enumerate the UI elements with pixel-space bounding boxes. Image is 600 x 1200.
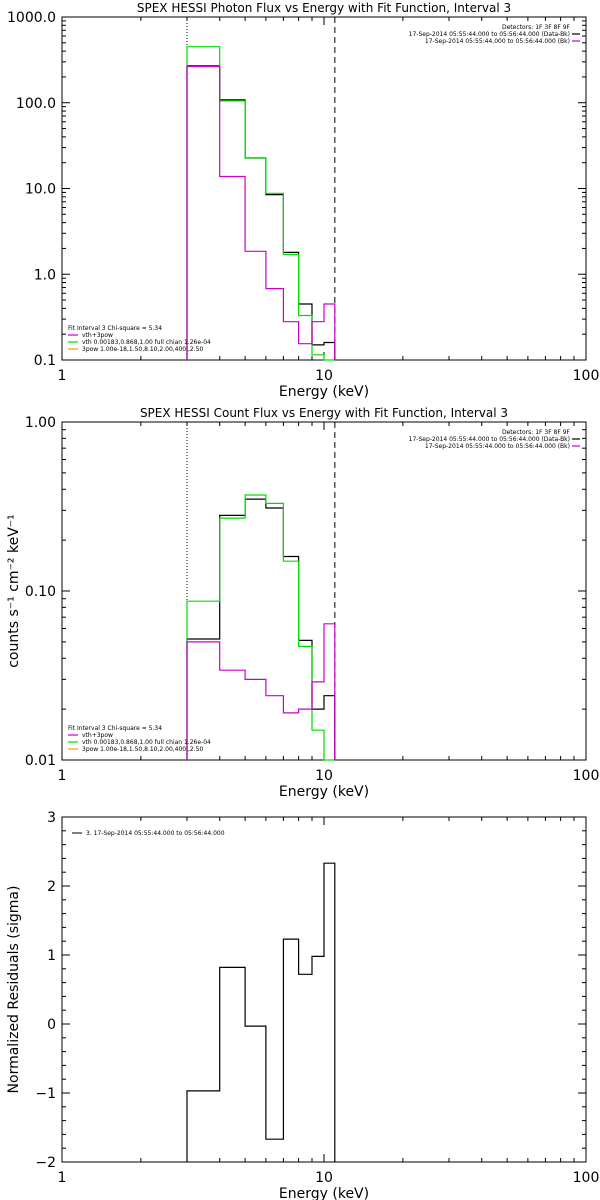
legend-entry: 17-Sep-2014 05:55:44.000 to 05:56:44.000… [425, 38, 570, 45]
fit-legend-entry: 3pow 1.00e-18,1.50,8.10,2.00,400.,2.50 [82, 346, 203, 353]
series-fit-line [186, 46, 335, 361]
x-axis-label: Energy (keV) [279, 384, 369, 400]
x-axis: 1 10 100 [58, 422, 600, 784]
y-axis-label: counts s⁻¹ cm⁻² keV⁻¹ [6, 514, 22, 668]
fit-legend-entry: 3pow 1.00e-18,1.50,8.10,2.00,400.,2.50 [82, 746, 203, 753]
y-tick-label: 1000.0 [7, 10, 56, 26]
x-tick-label: 1 [58, 1170, 67, 1186]
series-bk-line [186, 623, 336, 760]
legend-fit: Fit Interval 3 Chi-square = 5.34vth+3pow… [68, 725, 211, 753]
y-axis: 0.01 0.10 1.00 [25, 415, 586, 769]
fit-legend-header: Fit Interval 3 Chi-square = 5.34 [68, 725, 162, 732]
chart-panel-1: SPEX HESSI Photon Flux vs Energy with Fi… [7, 1, 599, 400]
y-tick-label: 0.01 [25, 753, 56, 769]
chart-panel-3: 1 10 100 −2 −1 0 1 2 3 Energy (keV) Normalized Res… [6, 810, 599, 1200]
y-tick-label: −1 [35, 1086, 56, 1102]
series-data-line [186, 65, 336, 360]
x-tick-label: 1 [58, 768, 67, 784]
y-tick-label: 10.0 [25, 182, 56, 198]
x-tick-label: 10 [315, 768, 333, 784]
legend-entry: 17-Sep-2014 05:55:44.000 to 05:56:44.000… [425, 443, 570, 450]
fit-legend-header: Fit Interval 3 Chi-square = 5.34 [68, 325, 162, 332]
x-tick-label: 1 [58, 368, 67, 384]
y-tick-label: −2 [35, 1155, 56, 1171]
y-tick-label: 0.1 [34, 353, 56, 369]
y-tick-label: 3 [47, 810, 56, 826]
legend-top: 3. 17-Sep-2014 05:55:44.000 to 05:56:44.… [72, 830, 225, 837]
series-bk-line [186, 65, 336, 360]
y-tick-label: 1.0 [34, 267, 56, 283]
legend-entry: 3. 17-Sep-2014 05:55:44.000 to 05:56:44.… [86, 830, 225, 837]
x-tick-label: 100 [573, 768, 600, 784]
series-residuals-line [186, 862, 336, 1162]
y-axis: −2 −1 0 1 2 3 [35, 810, 586, 1171]
y-tick-label: 1.00 [25, 415, 56, 431]
fit-legend-entry: vth+3pow [82, 332, 113, 339]
legend-entry: 17-Sep-2014 05:55:44.000 to 05:56:44.000… [409, 436, 570, 443]
y-tick-label: 2 [47, 879, 56, 895]
legend-fit: Fit Interval 3 Chi-square = 5.34vth+3pow… [68, 325, 211, 353]
x-axis: 1 10 100 [58, 817, 600, 1186]
fit-legend-entry: vth 0.00183,0.868,1.00 full chian 1.26e-… [82, 339, 211, 346]
fit-legend-entry: vth+3pow [82, 732, 113, 739]
x-tick-label: 10 [315, 1170, 333, 1186]
y-tick-label: 0.10 [25, 584, 56, 600]
y-tick-label: 100.0 [16, 96, 56, 112]
series-fit-line [186, 494, 335, 761]
y-axis-label: Normalized Residuals (sigma) [6, 886, 22, 1094]
legend-header: Detectors: 1F 3F 8F 9F [502, 24, 571, 31]
x-axis: 1 10 100 [58, 17, 600, 384]
x-tick-label: 100 [573, 368, 600, 384]
fit-legend-entry: vth 0.00183,0.868,1.00 full chian 1.26e-… [82, 739, 211, 746]
y-tick-label: 1 [47, 948, 56, 964]
x-tick-label: 10 [315, 368, 333, 384]
series-data-line [186, 498, 336, 760]
chart-title: SPEX HESSI Photon Flux vs Energy with Fi… [137, 1, 511, 15]
chart-title: SPEX HESSI Count Flux vs Energy with Fit… [140, 406, 508, 420]
x-axis-label: Energy (keV) [279, 784, 369, 800]
y-axis: 0.1 1.0 10.0 100.0 1000.0 [7, 10, 586, 369]
legend-header: Detectors: 1F 3F 8F 9F [502, 429, 571, 436]
x-tick-label: 100 [573, 1170, 600, 1186]
y-tick-label: 0 [47, 1017, 56, 1033]
legend-entry: 17-Sep-2014 05:55:44.000 to 05:56:44.000… [409, 31, 570, 38]
chart-panel-2: SPEX HESSI Count Flux vs Energy with Fit… [6, 406, 599, 800]
x-axis-label: Energy (keV) [279, 1186, 369, 1200]
